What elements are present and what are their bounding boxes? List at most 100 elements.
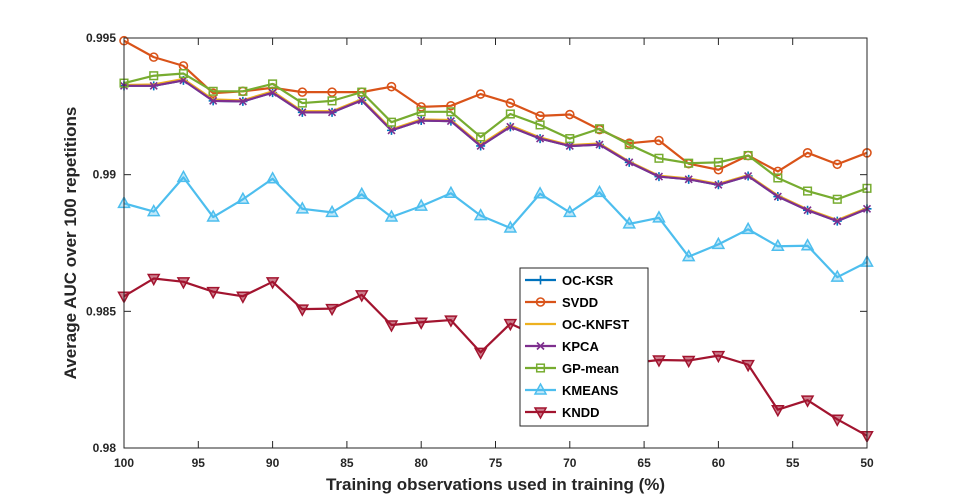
data-point-kndd (354, 290, 369, 303)
x-tick-label: 75 (489, 456, 503, 470)
legend-marker-gp-mean (535, 363, 546, 373)
data-point-kpca (149, 81, 158, 90)
legend-marker-svdd (535, 297, 546, 307)
series-gp-mean (119, 68, 872, 204)
data-point-kpca (506, 122, 515, 131)
data-point-kpca (565, 141, 574, 151)
data-point-kmeans (503, 220, 518, 233)
legend: OC-KSR SVDD OC-KNFST KPCA GP-mean KMEANS KNDD (519, 267, 649, 427)
data-point-gp-mean (208, 86, 218, 96)
data-point-kndd (830, 414, 845, 427)
data-point-kmeans (652, 210, 666, 223)
data-point-kmeans (563, 204, 577, 218)
y-tick-label: 0.995 (86, 31, 116, 45)
data-point-kpca (268, 88, 277, 97)
data-point-kmeans (414, 198, 428, 211)
x-tick-label: 95 (192, 456, 206, 470)
data-point-svdd (386, 81, 397, 92)
x-tick-label: 85 (340, 456, 354, 470)
data-point-kpca (238, 97, 247, 106)
x-axis-title: Training observations used in training (… (326, 475, 665, 494)
data-point-gp-mean (476, 132, 486, 142)
data-point-kndd (295, 304, 310, 317)
data-point-kpca (744, 171, 753, 181)
data-point-svdd (773, 166, 783, 177)
data-point-gp-mean (268, 79, 278, 89)
data-point-kmeans (236, 191, 250, 205)
data-point-kpca (833, 217, 842, 226)
data-point-kmeans (206, 209, 220, 222)
data-point-svdd (327, 87, 337, 97)
data-point-svdd (297, 87, 308, 97)
data-point-kpca (595, 140, 604, 149)
data-point-kmeans (533, 186, 547, 199)
data-point-gp-mean (565, 134, 575, 144)
data-point-gp-mean (803, 186, 813, 196)
data-point-kmeans (265, 171, 280, 184)
y-tick-label: 0.99 (93, 168, 117, 182)
data-point-svdd (654, 135, 664, 146)
series-line-gp-mean (123, 72, 868, 201)
data-point-svdd (832, 159, 843, 170)
x-tick-label: 90 (266, 456, 280, 470)
data-point-kpca (357, 96, 366, 105)
data-point-gp-mean (238, 86, 248, 96)
data-point-kndd (444, 315, 458, 328)
x-tick-label: 70 (563, 456, 577, 470)
x-axis: 100 95 90 85 80 75 70 65 60 55 50 (114, 38, 874, 470)
data-point-kmeans (771, 238, 785, 252)
series-layer (117, 35, 874, 444)
x-tick-label: 100 (114, 456, 134, 470)
data-point-kndd (236, 291, 250, 304)
y-axis-title: Average AUC over 100 repetitions (61, 107, 80, 380)
data-point-kndd (325, 303, 339, 317)
x-tick-label: 65 (637, 456, 651, 470)
data-point-kmeans (176, 169, 191, 183)
data-point-svdd (802, 148, 813, 158)
legend-item-gp-mean: GP-mean (525, 361, 619, 376)
legend-item-svdd: SVDD (525, 295, 598, 310)
data-point-kndd (473, 347, 488, 360)
legend-label-svdd: SVDD (562, 295, 598, 310)
data-point-gp-mean (386, 117, 397, 127)
data-point-kpca (417, 116, 426, 125)
legend-item-kmeans: KMEANS (525, 382, 619, 398)
legend-marker-oc-ksr (536, 275, 545, 285)
data-point-kpca (327, 108, 337, 117)
data-point-svdd (535, 111, 545, 121)
data-point-kpca (625, 158, 634, 167)
data-point-kndd (741, 359, 755, 373)
plot-area (124, 38, 867, 448)
data-point-kmeans (622, 216, 637, 229)
legend-label-oc-ksr: OC-KSR (562, 273, 614, 288)
x-tick-label: 55 (786, 456, 800, 470)
data-point-kndd (206, 286, 220, 300)
series-kpca (119, 76, 872, 226)
legend-item-kndd: KNDD (525, 405, 600, 420)
data-point-svdd (505, 98, 516, 108)
data-point-gp-mean (446, 107, 456, 117)
data-point-gp-mean (684, 158, 694, 168)
data-point-gp-mean (713, 157, 723, 167)
legend-marker-kndd (533, 407, 548, 420)
x-tick-label: 80 (415, 456, 429, 470)
data-point-kpca (476, 141, 485, 151)
x-tick-label: 60 (712, 456, 726, 470)
legend-marker-kmeans (533, 382, 548, 395)
y-tick-label: 0.985 (86, 304, 116, 318)
legend-label-kpca: KPCA (562, 339, 599, 354)
data-point-kmeans (592, 184, 607, 198)
data-point-kpca (714, 180, 723, 189)
legend-label-kndd: KNDD (562, 405, 600, 420)
data-point-kmeans (146, 204, 161, 217)
legend-label-oc-knfst: OC-KNFST (562, 317, 629, 332)
data-point-gp-mean (773, 173, 783, 183)
data-point-gp-mean (416, 107, 426, 117)
y-tick-label: 0.98 (93, 441, 117, 455)
data-point-kpca (803, 206, 812, 215)
legend-item-oc-knfst: OC-KNFST (525, 317, 629, 332)
data-point-kmeans (830, 269, 845, 282)
data-point-kpca (446, 117, 455, 126)
data-point-gp-mean (535, 120, 545, 130)
